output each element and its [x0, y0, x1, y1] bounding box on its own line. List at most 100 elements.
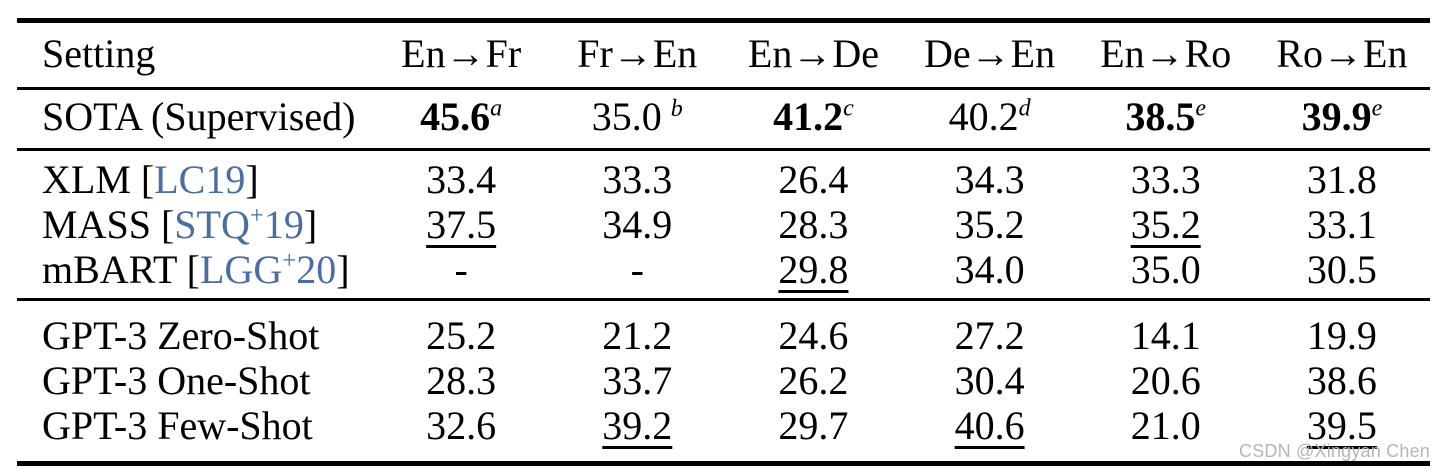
score-value: 33.3	[602, 157, 673, 202]
score-value: 26.2	[778, 358, 849, 403]
value-cell: 39.2	[549, 403, 725, 464]
score-value: 34.9	[602, 202, 673, 247]
score-value: 19.9	[1306, 313, 1377, 358]
value-cell: 45.6a	[373, 89, 549, 150]
table-row: SOTA (Supervised) 45.6a 35.0 b 41.2c 40.2d 38.…	[17, 89, 1430, 150]
score-value: 34.3	[954, 157, 1025, 202]
section-sota: SOTA (Supervised) 45.6a 35.0 b 41.2c 40.2d 38.…	[17, 89, 1430, 150]
table-row: MASS [STQ+19] 37.5 34.9 28.3 35.2 35.2 33.1	[17, 202, 1430, 247]
row-label-text: ]	[303, 202, 318, 247]
row-label-text: GPT-3 Few-Shot	[42, 403, 313, 448]
score-value: 33.3	[1130, 157, 1201, 202]
score-value: 14.1	[1130, 313, 1201, 358]
footnote-marker: e	[1195, 95, 1207, 122]
value-cell: 34.3	[902, 150, 1078, 202]
header-cell: Fr→En	[577, 31, 698, 76]
row-label-text: GPT-3 One-Shot	[42, 358, 311, 403]
value-cell: 28.3	[373, 358, 549, 403]
header-cell: En→Ro	[1100, 31, 1232, 76]
row-label-text: SOTA (Supervised)	[42, 94, 356, 139]
value-cell: 33.7	[549, 358, 725, 403]
section-gpt3: GPT-3 Zero-Shot 25.2 21.2 24.6 27.2 14.1 19.9 G…	[17, 300, 1430, 464]
value-cell: 38.5e	[1078, 89, 1254, 150]
row-label: GPT-3 One-Shot	[17, 358, 373, 403]
score-value: -	[630, 247, 644, 292]
score-value: 29.8	[778, 247, 849, 292]
score-value: 28.3	[426, 358, 497, 403]
value-cell: 35.0	[1078, 247, 1254, 300]
value-cell: 26.4	[725, 150, 901, 202]
row-label-text: GPT-3 Zero-Shot	[42, 313, 320, 358]
score-value: 21.2	[602, 313, 673, 358]
score-value: 33.4	[426, 157, 497, 202]
value-cell: 29.7	[725, 403, 901, 464]
row-label-text: MASS [	[42, 202, 175, 247]
score-value: 35.2	[1130, 202, 1201, 247]
value-cell: -	[373, 247, 549, 300]
value-cell: 38.6	[1254, 358, 1430, 403]
value-cell: 21.2	[549, 300, 725, 358]
value-cell: 34.0	[902, 247, 1078, 300]
header-cell: De→En	[924, 31, 1056, 76]
value-cell: 33.4	[373, 150, 549, 202]
value-cell: 39.9e	[1254, 89, 1430, 150]
footnote-marker: c	[843, 95, 854, 122]
value-cell: -	[549, 247, 725, 300]
score-value: 27.2	[954, 313, 1025, 358]
score-value: 45.6	[420, 94, 491, 139]
citation-link[interactable]: LGG+20	[200, 247, 337, 292]
table-row: GPT-3 Few-Shot 32.6 39.2 29.7 40.6 21.0 39.5	[17, 403, 1430, 464]
citation-link[interactable]: LC19	[154, 157, 246, 202]
value-cell: 26.2	[725, 358, 901, 403]
citation-link[interactable]: STQ+19	[174, 202, 304, 247]
header-cell-setting: Setting	[42, 31, 156, 76]
table-header: Setting En→Fr Fr→En En→De De→En En→Ro Ro→En	[17, 21, 1430, 89]
citation-superscript: +	[282, 247, 297, 275]
footnote-marker: e	[1371, 95, 1383, 122]
section-baselines: XLM [LC19] 33.4 33.3 26.4 34.3 33.3 31.8 MASS […	[17, 150, 1430, 300]
score-value: 39.9	[1301, 94, 1372, 139]
score-value: 30.5	[1306, 247, 1377, 292]
value-cell: 40.6	[902, 403, 1078, 464]
value-cell: 33.3	[549, 150, 725, 202]
score-value: 41.2	[773, 94, 844, 139]
value-cell: 29.8	[725, 247, 901, 300]
value-cell: 20.6	[1078, 358, 1254, 403]
row-label-text: XLM [	[42, 157, 155, 202]
value-cell: 35.2	[902, 202, 1078, 247]
value-cell: 39.5	[1254, 403, 1430, 464]
value-cell: 19.9	[1254, 300, 1430, 358]
table-row: GPT-3 Zero-Shot 25.2 21.2 24.6 27.2 14.1 19.9	[17, 300, 1430, 358]
score-value: 20.6	[1130, 358, 1201, 403]
score-value: 30.4	[954, 358, 1025, 403]
score-value: 32.6	[426, 403, 497, 448]
table-row: mBART [LGG+20] - - 29.8 34.0 35.0 30.5	[17, 247, 1430, 300]
score-value: -	[454, 247, 468, 292]
row-label: XLM [LC19]	[17, 150, 373, 202]
score-value: 35.0	[591, 94, 662, 139]
score-value: 31.8	[1306, 157, 1377, 202]
score-value: 40.2	[948, 94, 1019, 139]
row-label: GPT-3 Zero-Shot	[17, 300, 373, 358]
row-label: mBART [LGG+20]	[17, 247, 373, 300]
row-label: GPT-3 Few-Shot	[17, 403, 373, 464]
value-cell: 32.6	[373, 403, 549, 464]
value-cell: 14.1	[1078, 300, 1254, 358]
table-row: GPT-3 One-Shot 28.3 33.7 26.2 30.4 20.6 38.6	[17, 358, 1430, 403]
score-value: 38.5	[1125, 94, 1196, 139]
row-label-text: ]	[245, 157, 259, 202]
score-value: 21.0	[1130, 403, 1201, 448]
score-value: 35.2	[954, 202, 1025, 247]
score-value: 39.5	[1306, 403, 1377, 448]
score-value: 24.6	[778, 313, 849, 358]
score-value: 38.6	[1306, 358, 1377, 403]
header-cell: En→De	[747, 31, 879, 76]
score-value: 29.7	[778, 403, 849, 448]
value-cell: 31.8	[1254, 150, 1430, 202]
value-cell: 30.5	[1254, 247, 1430, 300]
row-label-text: mBART [	[42, 247, 200, 292]
footnote-marker: a	[490, 95, 503, 122]
value-cell: 24.6	[725, 300, 901, 358]
citation-superscript: +	[249, 202, 264, 230]
